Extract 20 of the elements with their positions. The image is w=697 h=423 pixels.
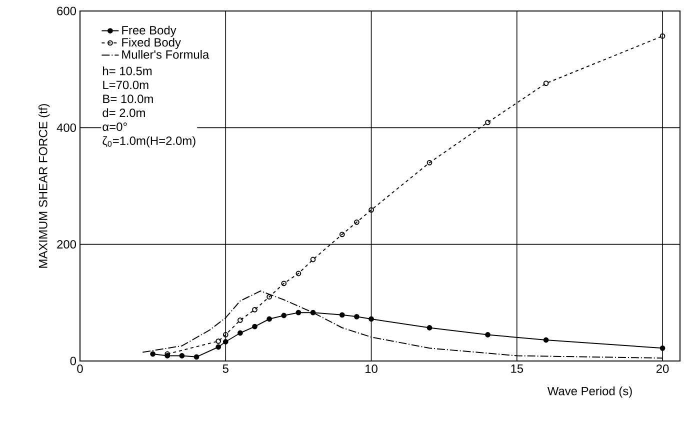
annotation: B= 10.0m [103,94,153,104]
legend-label: Muller's Formula [122,50,210,59]
y-tick-label: 200 [57,240,76,249]
legend-label: Fixed Body [122,38,181,49]
annotation: h= 10.5m [103,66,152,76]
y-tick-label: 600 [57,6,76,16]
annotation: L=70.0m [103,80,148,90]
y-tick-label: 0 [70,356,76,366]
legend-label: Free Body [122,26,176,37]
x-axis-title: Wave Period (s) [547,386,632,398]
annotation: ζ$_{0}$=1.0m(H=2.0m) [102,136,196,148]
annotation: α=0° [102,122,127,132]
annotation: d= 2.0m [102,108,145,118]
x-tick-label: 0 [77,364,83,373]
x-tick-label: 5 [222,364,228,373]
y-tick-label: 400 [56,123,76,132]
x-tick-label: 20 [656,364,669,373]
x-tick-label: 15 [511,364,524,373]
x-tick-label: 10 [366,364,378,373]
y-axis-title: MAXIMUM SHEAR FORCE (tf) [38,104,50,268]
